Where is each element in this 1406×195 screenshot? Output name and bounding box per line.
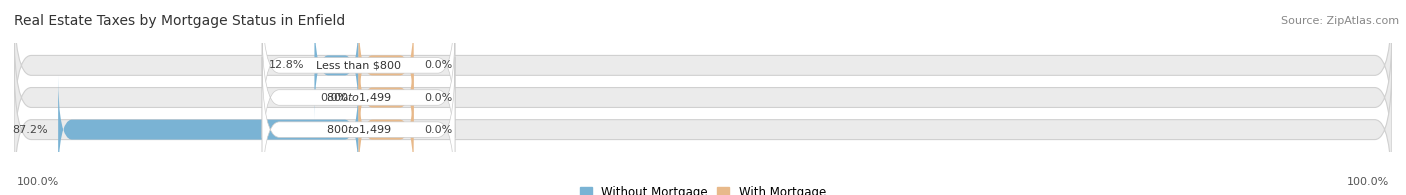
FancyBboxPatch shape <box>315 11 359 120</box>
Text: 100.0%: 100.0% <box>17 177 59 187</box>
Text: Real Estate Taxes by Mortgage Status in Enfield: Real Estate Taxes by Mortgage Status in … <box>14 14 346 28</box>
Text: 100.0%: 100.0% <box>1347 177 1389 187</box>
Text: $800 to $1,499: $800 to $1,499 <box>326 91 391 104</box>
FancyBboxPatch shape <box>58 75 359 184</box>
Text: 87.2%: 87.2% <box>13 125 48 135</box>
Text: $800 to $1,499: $800 to $1,499 <box>326 123 391 136</box>
FancyBboxPatch shape <box>262 25 456 170</box>
FancyBboxPatch shape <box>359 43 413 152</box>
Text: 0.0%: 0.0% <box>321 92 349 103</box>
Text: 12.8%: 12.8% <box>269 60 304 70</box>
FancyBboxPatch shape <box>14 27 1392 168</box>
FancyBboxPatch shape <box>359 75 413 184</box>
FancyBboxPatch shape <box>359 11 413 120</box>
Text: 0.0%: 0.0% <box>425 60 453 70</box>
FancyBboxPatch shape <box>14 0 1392 136</box>
FancyBboxPatch shape <box>14 59 1392 195</box>
Text: Source: ZipAtlas.com: Source: ZipAtlas.com <box>1281 16 1399 26</box>
Text: 0.0%: 0.0% <box>425 92 453 103</box>
Text: 0.0%: 0.0% <box>425 125 453 135</box>
FancyBboxPatch shape <box>262 57 456 195</box>
Text: Less than $800: Less than $800 <box>316 60 401 70</box>
FancyBboxPatch shape <box>262 0 456 138</box>
Legend: Without Mortgage, With Mortgage: Without Mortgage, With Mortgage <box>581 186 825 195</box>
